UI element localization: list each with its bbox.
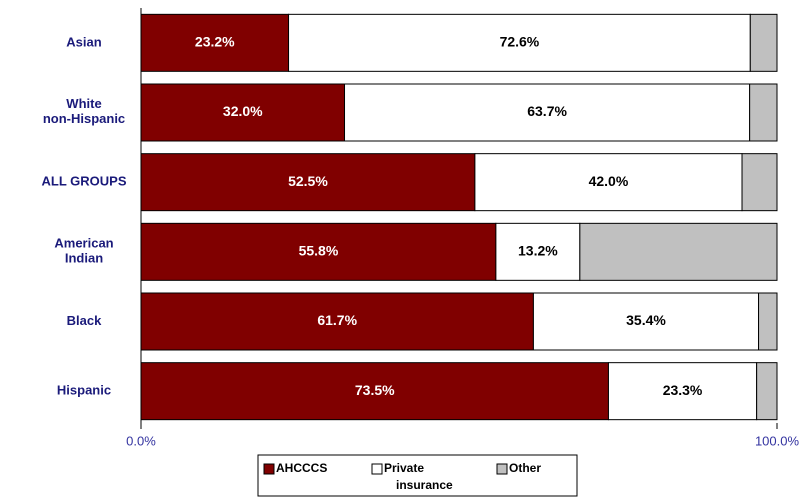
value-label: 32.0% <box>223 103 263 119</box>
legend-label: Private insurance <box>384 461 453 492</box>
bar-segment <box>140 153 476 212</box>
bar-segment <box>495 222 581 281</box>
bar-segment <box>288 13 751 72</box>
legend-label: Other <box>509 461 541 475</box>
legend-swatch <box>496 463 508 475</box>
value-label: 73.5% <box>355 382 395 398</box>
value-label: 63.7% <box>527 103 567 119</box>
bar-segment <box>756 362 778 421</box>
bar-segment <box>344 83 751 142</box>
bar-segment <box>474 153 743 212</box>
x-tick-label: 100.0% <box>755 433 800 448</box>
bar-segment <box>140 13 290 72</box>
value-label: 13.2% <box>518 243 558 259</box>
bar-segment <box>749 13 778 72</box>
bar-segment <box>607 362 758 421</box>
category-label: American Indian <box>54 236 113 266</box>
value-label: 23.3% <box>663 382 703 398</box>
value-label: 72.6% <box>500 34 540 50</box>
x-tick-label: 0.0% <box>126 433 156 448</box>
value-label: 52.5% <box>288 173 328 189</box>
legend-label: AHCCCS <box>276 461 327 475</box>
value-label: 35.4% <box>626 312 666 328</box>
bar-segment <box>140 362 609 421</box>
category-label: Black <box>67 313 102 328</box>
bar-segment <box>758 292 778 351</box>
bar-segment <box>741 153 778 212</box>
value-label: 55.8% <box>299 243 339 259</box>
bar-segment <box>579 222 778 281</box>
bar-segment <box>140 292 534 351</box>
value-label: 61.7% <box>317 312 357 328</box>
category-label: Hispanic <box>57 383 111 398</box>
value-label: 23.2% <box>195 34 235 50</box>
value-label: 42.0% <box>589 173 629 189</box>
legend-box <box>257 454 578 497</box>
legend-swatch <box>263 463 275 475</box>
category-label: Asian <box>66 34 101 49</box>
bar-segment <box>749 83 778 142</box>
category-label: White non-Hispanic <box>43 96 125 126</box>
category-label: ALL GROUPS <box>42 174 127 189</box>
bar-segment <box>140 83 346 142</box>
legend-swatch <box>371 463 383 475</box>
